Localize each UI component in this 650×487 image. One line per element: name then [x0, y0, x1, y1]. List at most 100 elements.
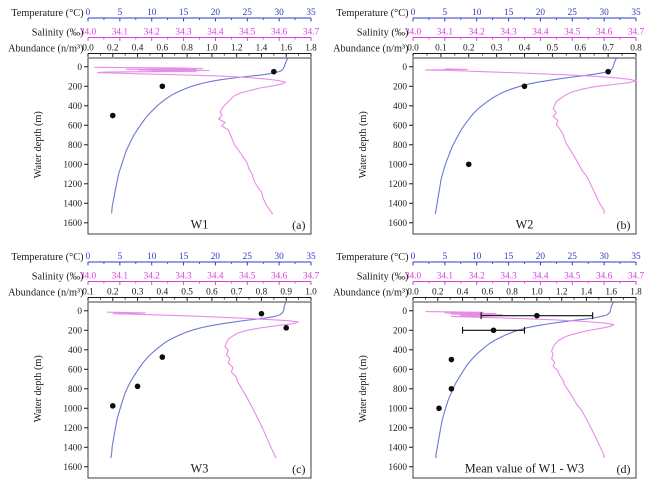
- abundance-tick-label: 1.4: [581, 288, 593, 298]
- abundance-tick-label: 0.0: [407, 288, 419, 298]
- salinity-tick-label: 34.7: [303, 28, 320, 38]
- temperature-tick-label: 30: [599, 252, 609, 262]
- temperature-tick-label: 10: [147, 252, 157, 262]
- temperature-tick-label: 25: [568, 252, 578, 262]
- panel-mean: 0 5 10 15 20 25 30 35 Temperature (°C) 34.0 34.1 34…: [325, 244, 650, 487]
- abundance-tick-label: 0.4: [457, 288, 469, 298]
- depth-tick-label: 200: [393, 326, 407, 336]
- depth-tick-label: 800: [393, 385, 407, 395]
- depth-tick-label: 400: [393, 102, 407, 112]
- salinity-tick-label: 34.2: [469, 272, 486, 282]
- abundance-points: [109, 310, 290, 409]
- abundance-tick-label: 0.7: [231, 288, 243, 298]
- abundance-tick-label: 0.3: [491, 44, 503, 54]
- salinity-tick-label: 34.0: [80, 28, 97, 38]
- salinity-curve: [425, 311, 615, 458]
- salinity-tick-label: 34.4: [532, 28, 549, 38]
- salinity-tick-label: 34.7: [628, 272, 645, 282]
- depth-tick-label: 0: [77, 63, 82, 73]
- salinity-tick-label: 34.1: [437, 28, 454, 38]
- temperature-curve: [111, 58, 288, 214]
- salinity-tick-label: 34.1: [437, 272, 454, 282]
- salinity-tick-label: 34.5: [239, 272, 256, 282]
- abundance-axis: 0.0 0.1 0.2 0.3 0.4 0.5 0.6 0.7 0.8 Abundance (n/…: [333, 44, 642, 57]
- plot-frame: [412, 57, 637, 235]
- temperature-tick-label: 5: [118, 8, 123, 18]
- temperature-axis: 0 5 10 15 20 25 30 35 Temperature (°C): [336, 252, 641, 266]
- abundance-tick-label: 0.5: [547, 44, 559, 54]
- temperature-tick-label: 35: [306, 8, 316, 18]
- salinity-tick-label: 34.3: [500, 272, 517, 282]
- abundance-point: [109, 112, 116, 119]
- temperature-tick-label: 20: [211, 8, 221, 18]
- depth-axis-title: Water depth (m): [33, 355, 44, 422]
- temperature-tick-label: 15: [179, 8, 189, 18]
- depth-tick-label: 1200: [388, 180, 407, 190]
- salinity-tick-label: 34.0: [405, 272, 422, 282]
- abundance-point: [490, 327, 497, 334]
- depth-axis-title: Water depth (m): [33, 111, 44, 178]
- salinity-tick-label: 34.4: [207, 272, 224, 282]
- abundance-tick-label: 0.1: [435, 44, 447, 54]
- depth-tick-label: 800: [68, 141, 82, 151]
- abundance-tick-label: 0.3: [132, 288, 144, 298]
- abundance-tick-label: 1.0: [305, 288, 317, 298]
- temperature-tick-label: 5: [118, 252, 123, 262]
- abundance-axis-title: Abundance (n/m³): [333, 288, 408, 299]
- abundance-point: [448, 385, 455, 392]
- salinity-curve: [425, 68, 637, 214]
- abundance-tick-label: 0.2: [107, 288, 119, 298]
- depth-tick-label: 400: [393, 346, 407, 356]
- salinity-tick-label: 34.5: [564, 28, 581, 38]
- salinity-tick-label: 34.1: [112, 28, 129, 38]
- temperature-tick-label: 0: [86, 252, 91, 262]
- abundance-tick-label: 1.6: [280, 44, 292, 54]
- abundance-tick-label: 0.8: [630, 44, 642, 54]
- depth-tick-label: 1400: [388, 443, 407, 453]
- abundance-tick-label: 0.1: [82, 288, 94, 298]
- abundance-tick-label: 1.4: [256, 44, 268, 54]
- abundance-tick-label: 0.0: [82, 44, 94, 54]
- depth-tick-label: 200: [68, 82, 82, 92]
- abundance-point: [283, 325, 290, 331]
- panel-w1: 0 5 10 15 20 25 30 35 Temperature (°C) 34.0 34.1 34…: [0, 0, 325, 243]
- depth-tick-label: 1400: [63, 199, 82, 209]
- abundance-tick-label: 1.0: [206, 44, 218, 54]
- plot-frame: [87, 57, 312, 235]
- depth-axis: 0 200 400 600 800 1000 1200 1400 1600 Water depth…: [358, 307, 413, 473]
- abundance-points: [436, 312, 594, 412]
- temperature-tick-label: 20: [211, 252, 221, 262]
- temperature-tick-label: 15: [504, 8, 514, 18]
- depth-tick-label: 1600: [388, 219, 407, 229]
- abundance-tick-label: 0.2: [432, 288, 444, 298]
- temperature-curve: [434, 58, 617, 215]
- depth-axis: 0 200 400 600 800 1000 1200 1400 1600 Water depth…: [33, 63, 88, 229]
- abundance-tick-label: 0.8: [181, 44, 193, 54]
- abundance-axis-title: Abundance (n/m³): [8, 44, 83, 55]
- salinity-tick-label: 34.7: [303, 272, 320, 282]
- abundance-tick-label: 0.8: [256, 288, 268, 298]
- abundance-axis: 0.1 0.2 0.3 0.4 0.5 0.6 0.7 0.8 0.9 1.0 Abundance …: [8, 288, 317, 301]
- depth-tick-label: 600: [393, 121, 407, 131]
- panel-corner-label: (a): [292, 218, 305, 232]
- salinity-tick-label: 34.3: [175, 28, 192, 38]
- abundance-tick-label: 1.6: [605, 288, 617, 298]
- abundance-point: [159, 354, 166, 360]
- temperature-tick-label: 10: [472, 8, 482, 18]
- abundance-tick-label: 0.2: [107, 44, 119, 54]
- abundance-tick-label: 0.6: [206, 288, 218, 298]
- salinity-axis-title: Salinity (‰): [32, 28, 84, 39]
- temperature-tick-label: 25: [568, 8, 578, 18]
- salinity-tick-label: 34.3: [500, 28, 517, 38]
- plot-frame: [87, 301, 312, 479]
- depth-tick-label: 0: [402, 307, 407, 317]
- abundance-tick-label: 0.6: [482, 288, 494, 298]
- salinity-axis: 34.0 34.1 34.2 34.3 34.4 34.5 34.6 34.7 Salinity…: [357, 272, 645, 285]
- temperature-axis: 0 5 10 15 20 25 30 35 Temperature (°C): [336, 8, 641, 22]
- abundance-point: [521, 83, 528, 90]
- abundance-tick-label: 1.0: [531, 288, 543, 298]
- abundance-point: [159, 83, 166, 90]
